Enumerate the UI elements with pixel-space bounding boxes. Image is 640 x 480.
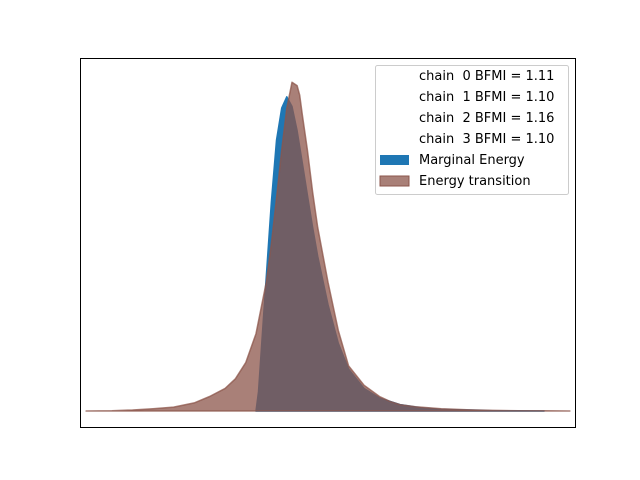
plot-area [85,81,571,412]
legend-box [375,65,569,195]
legend-chain-0: chain 0 BFMI = 1.11 [419,69,554,84]
legend-swatch-marginal-energy [380,155,409,165]
plot-frame [80,58,576,428]
legend-chain-1: chain 1 BFMI = 1.10 [419,90,554,105]
legend-chain-2: chain 2 BFMI = 1.16 [419,111,554,126]
legend-chain-3: chain 3 BFMI = 1.10 [419,132,554,147]
legend-swatch-energy-transition [379,175,410,187]
legend-energy-transition: Energy transition [419,174,531,189]
density-area-energy-transition [85,81,571,412]
legend-marginal-energy: Marginal Energy [419,153,525,168]
legend: chain 0 BFMI = 1.11 chain 1 BFMI = 1.10 … [375,65,569,195]
